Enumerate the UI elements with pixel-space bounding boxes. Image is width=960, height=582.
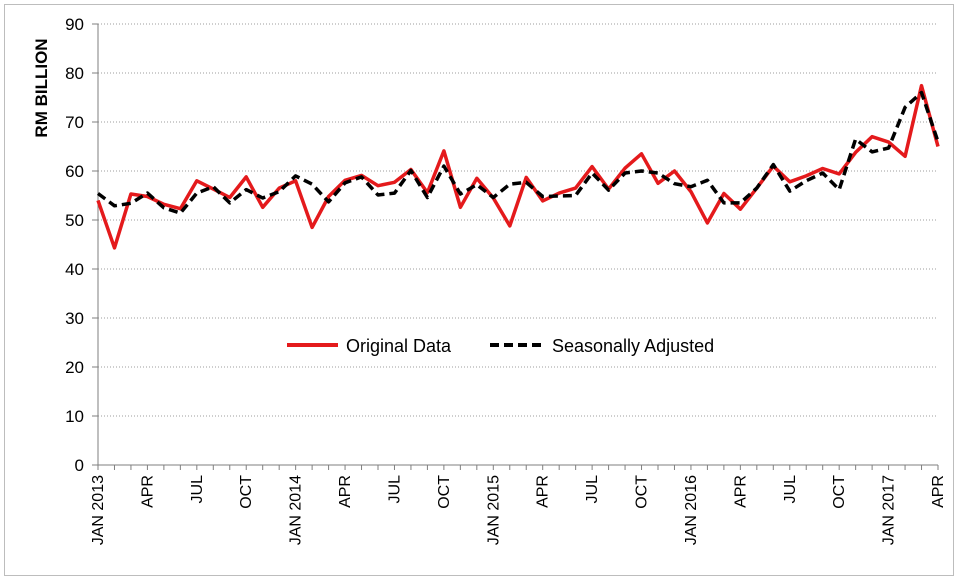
gridlines: [98, 23, 938, 417]
axes: [92, 23, 939, 470]
x-tick-label: JUL: [584, 475, 601, 504]
x-tick-label: JAN 2015: [485, 475, 502, 545]
y-tick-label: 80: [65, 64, 84, 83]
y-axis-title: RM BILLION: [32, 38, 51, 137]
y-tick-label: 20: [65, 358, 84, 377]
series-line-seasonally-adjusted: [96, 90, 940, 215]
y-tick-label: 10: [65, 407, 84, 426]
x-tick-label: APR: [732, 475, 749, 508]
x-tick-label: APR: [535, 475, 552, 508]
chart-frame: [4, 4, 954, 576]
series-lines: [96, 83, 940, 250]
x-tick-label: JUL: [386, 475, 403, 504]
y-tick-label: 60: [65, 162, 84, 181]
y-tick-label: 70: [65, 113, 84, 132]
x-tick-label: APR: [139, 475, 156, 508]
y-tick-label: 0: [75, 456, 84, 475]
tick-labels: 0 10 20 30 40 50 60 70 80 90 JAN 2013 APR JUL OCT JAN …: [65, 15, 947, 545]
x-tick-label: OCT: [436, 475, 453, 509]
x-tick-label: JUL: [189, 475, 206, 504]
series-line-original-data: [96, 83, 940, 250]
y-tick-label: 30: [65, 309, 84, 328]
x-tick-label: JAN 2014: [288, 475, 305, 545]
y-tick-label: 40: [65, 260, 84, 279]
x-tick-label: JUL: [782, 475, 799, 504]
legend-label-original-data: Original Data: [346, 336, 452, 356]
x-tick-label: OCT: [831, 475, 848, 509]
x-tick-label: JAN 2013: [90, 475, 107, 545]
legend: Original Data Seasonally Adjusted: [287, 336, 714, 356]
x-tick-label: JAN 2016: [683, 475, 700, 545]
y-tick-label: 90: [65, 15, 84, 34]
x-tick-label: OCT: [238, 475, 255, 509]
x-tick-label: JAN 2017: [881, 475, 898, 545]
x-tick-label: OCT: [634, 475, 651, 509]
y-tick-label: 50: [65, 211, 84, 230]
legend-label-seasonally-adjusted: Seasonally Adjusted: [552, 336, 714, 356]
x-tick-label: APR: [337, 475, 354, 508]
x-tick-label: APR: [930, 475, 947, 508]
